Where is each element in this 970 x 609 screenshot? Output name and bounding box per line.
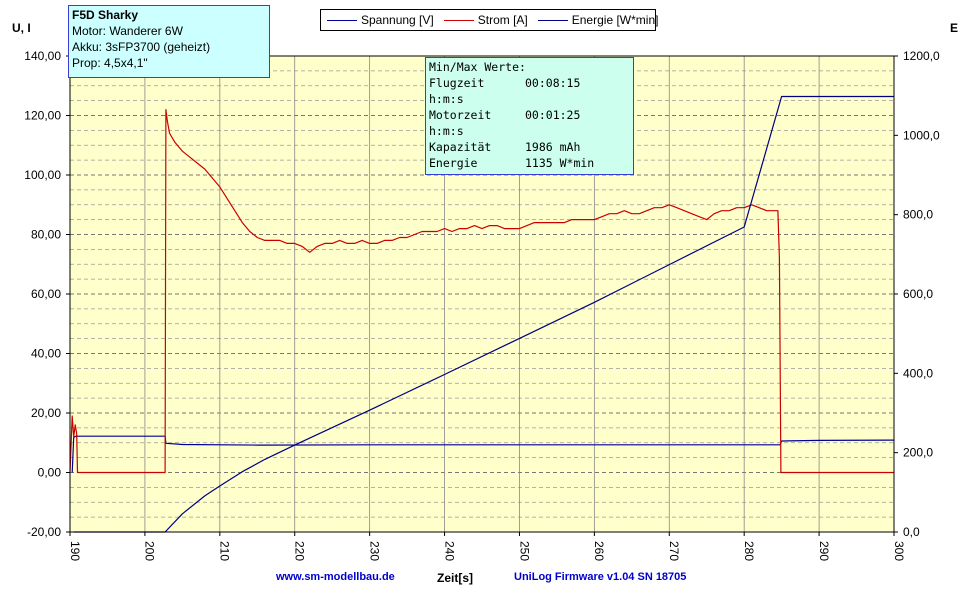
- x-axis-label: Zeit[s]: [437, 571, 473, 585]
- info-line-prop: Prop: 4,5x4,1": [72, 56, 148, 70]
- x-tick-label: 270: [667, 541, 681, 561]
- minmax-header: Min/Max Werte:: [429, 60, 526, 74]
- x-tick-label: 250: [517, 541, 531, 561]
- legend-label: Strom [A]: [477, 13, 528, 27]
- minmax-row: h:m:s: [429, 91, 630, 107]
- minmax-key: Motorzeit: [429, 108, 492, 122]
- minmax-row: Kapazität 1986 mAh: [429, 139, 630, 155]
- y-left-tick-label: 0,00: [38, 466, 62, 480]
- minmax-value: 1135 W*min: [525, 156, 595, 170]
- legend-label: Energie [W*min]: [571, 13, 659, 27]
- y-right-tick-label: 1200,0: [903, 49, 940, 63]
- y-right-tick-label: 600,0: [903, 287, 933, 301]
- minmax-row: Motorzeit 00:01:25: [429, 107, 630, 123]
- x-tick-label: 230: [367, 541, 381, 561]
- y-axis-label-left: U, I: [12, 21, 31, 35]
- x-tick-label: 280: [742, 541, 756, 561]
- y-left-tick-label: 140,00: [24, 49, 61, 63]
- y-right-tick-label: 200,0: [903, 446, 933, 460]
- x-tick-label: 290: [817, 541, 831, 561]
- info-line-motor: Motor: Wanderer 6W: [72, 24, 183, 38]
- legend-item-spannung: Spannung [V]: [327, 13, 434, 27]
- minmax-value: 1986 mAh: [525, 140, 581, 154]
- series-line-strom: [69, 108, 894, 474]
- y-left-tick-label: 120,00: [24, 109, 61, 123]
- y-left-tick-label: 100,00: [24, 168, 61, 182]
- minmax-row: Energie 1135 W*min: [429, 155, 630, 171]
- series-line-energie: [73, 95, 894, 533]
- y-left-tick-label: 40,00: [31, 347, 61, 361]
- legend-label: Spannung [V]: [361, 13, 434, 27]
- y-right-tick-label: 1000,0: [903, 128, 940, 142]
- x-tick-label: 220: [293, 541, 307, 561]
- legend-item-strom: Strom [A]: [443, 13, 528, 27]
- y-axis-label-right: E: [950, 21, 958, 35]
- minmax-value: 00:01:25: [525, 108, 581, 122]
- minmax-box: Min/Max Werte: Flugzeit 00:08:15 h:m:s Mo…: [425, 57, 634, 175]
- minmax-key: Energie: [429, 156, 478, 170]
- minmax-key: h:m:s: [429, 124, 464, 138]
- firmware-label: UniLog Firmware v1.04 SN 18705: [514, 571, 687, 583]
- minmax-row: h:m:s: [429, 123, 630, 139]
- info-box: F5D Sharky Motor: Wanderer 6W Akku: 3sFP…: [68, 5, 270, 78]
- minmax-row: Flugzeit 00:08:15: [429, 75, 630, 91]
- minmax-key: Kapazität: [429, 140, 492, 154]
- x-tick-label: 200: [143, 541, 157, 561]
- legend: Spannung [V] Strom [A] Energie [W*min]: [320, 9, 659, 31]
- info-line-akku: Akku: 3sFP3700 (geheizt): [72, 40, 211, 54]
- y-left-tick-label: 80,00: [31, 228, 61, 242]
- x-tick-label: 190: [68, 541, 82, 561]
- legend-swatch: [327, 19, 357, 21]
- info-title: F5D Sharky: [72, 8, 139, 22]
- y-right-tick-label: 400,0: [903, 366, 933, 380]
- legend-swatch: [537, 19, 568, 21]
- y-left-tick-label: -20,00: [27, 525, 61, 539]
- y-right-tick-label: 0,0: [903, 525, 920, 539]
- x-tick-label: 210: [218, 541, 232, 561]
- minmax-value: 00:08:15: [525, 76, 581, 90]
- y-left-tick-label: 20,00: [31, 406, 61, 420]
- y-right-tick-label: 800,0: [903, 208, 933, 222]
- legend-swatch: [443, 19, 474, 21]
- y-left-tick-label: 60,00: [31, 287, 61, 301]
- minmax-key: Flugzeit: [429, 76, 485, 90]
- legend-item-energie: Energie [W*min]: [537, 13, 659, 27]
- x-tick-label: 260: [592, 541, 606, 561]
- x-tick-label: 240: [442, 541, 456, 561]
- minmax-key: h:m:s: [429, 92, 464, 106]
- x-tick-label: 300: [892, 541, 906, 561]
- website-link[interactable]: www.sm-modellbau.de: [276, 571, 395, 583]
